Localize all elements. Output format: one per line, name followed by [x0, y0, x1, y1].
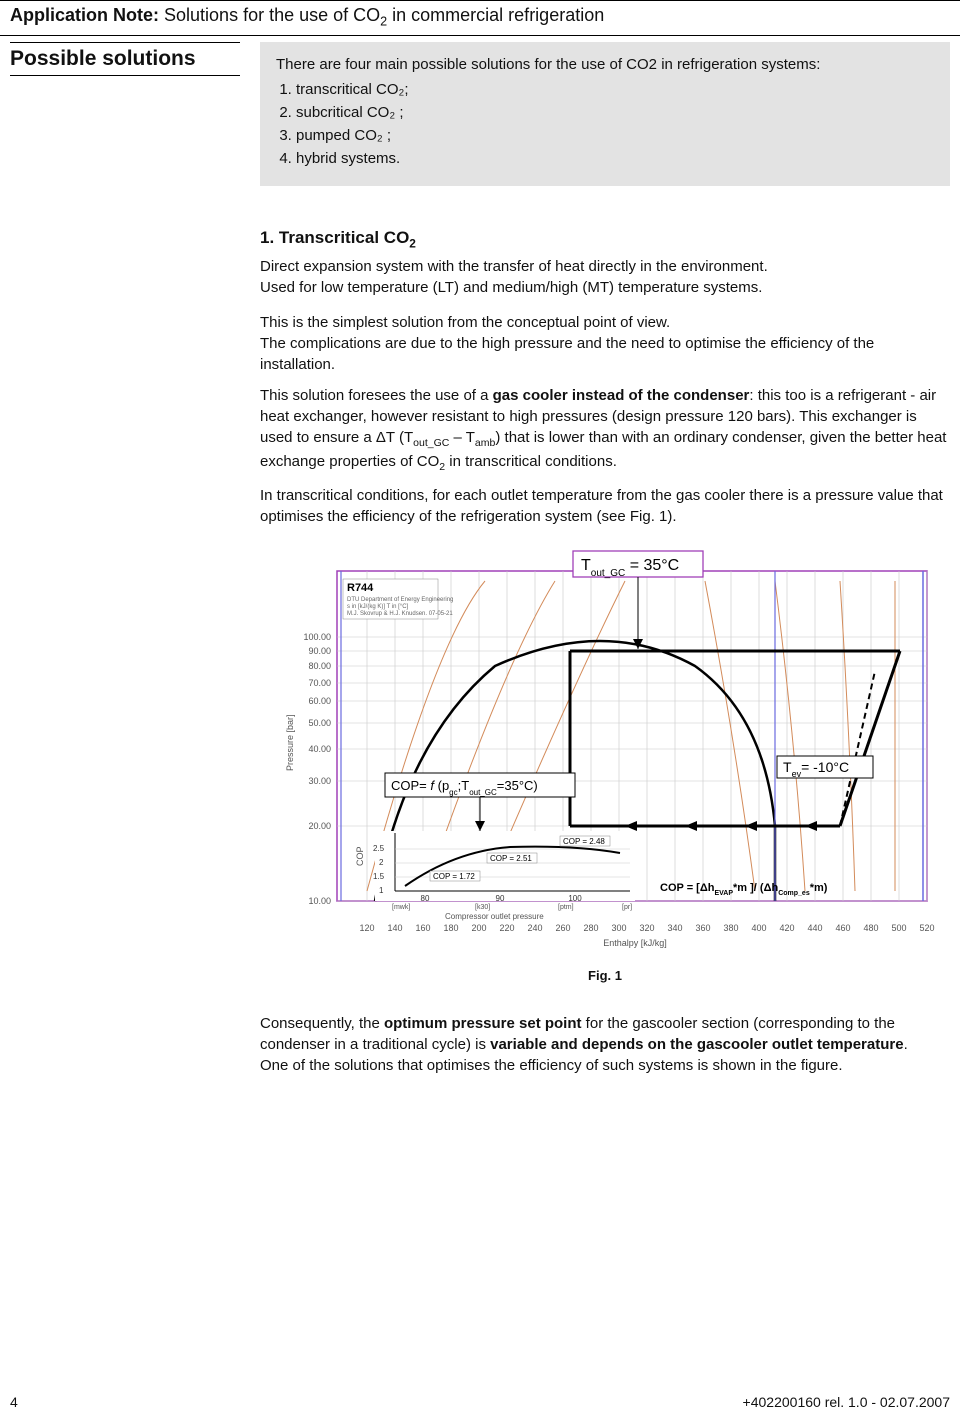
svg-text:M.J. Skovrup & H.J. Knudsen. 0: M.J. Skovrup & H.J. Knudsen. 07-05-21: [347, 611, 453, 617]
svg-text:30.00: 30.00: [308, 776, 331, 786]
para-5: Consequently, the optimum pressure set p…: [260, 1013, 950, 1076]
svg-text:COP: COP: [355, 846, 365, 866]
p5d: variable and depends on the gascooler ou…: [490, 1036, 903, 1053]
p3sub1: out_GC: [413, 437, 449, 449]
p3sub2: amb: [475, 437, 495, 449]
svg-text:50.00: 50.00: [308, 718, 331, 728]
p2b: The complications are due to the high pr…: [260, 335, 874, 373]
svg-text:500: 500: [891, 923, 906, 933]
svg-text:COP = 2.51: COP = 2.51: [490, 854, 532, 863]
header-title-pre: Solutions for the use of CO: [164, 5, 380, 25]
section-heading: 1. Transcritical CO2: [260, 226, 950, 252]
svg-text:1.5: 1.5: [373, 872, 385, 881]
p2a: This is the simplest solution from the c…: [260, 314, 670, 331]
svg-text:1: 1: [379, 886, 384, 895]
heading-pre: 1. Transcritical CO: [260, 228, 409, 247]
svg-text:40.00: 40.00: [308, 744, 331, 754]
svg-text:Enthalpy [kJ/kg]: Enthalpy [kJ/kg]: [603, 938, 667, 948]
svg-text:10.00: 10.00: [308, 896, 331, 906]
svg-text:220: 220: [499, 923, 514, 933]
svg-text:400: 400: [751, 923, 766, 933]
svg-text:COP = 2.48: COP = 2.48: [563, 837, 605, 846]
svg-text:90.00: 90.00: [308, 646, 331, 656]
p3f: in transcritical conditions.: [445, 453, 617, 470]
svg-text:340: 340: [667, 923, 682, 933]
svg-text:[k30]: [k30]: [475, 904, 490, 911]
sidebar-heading: Possible solutions: [10, 42, 240, 76]
header-title: Application Note: Solutions for the use …: [10, 5, 604, 25]
list-item: transcritical CO₂;: [296, 79, 934, 101]
ph-diagram-svg: Tout_GC = 35°C Tev= -10°C COP= f (pgc;To…: [275, 541, 935, 951]
section-1: 1. Transcritical CO2 Direct expansion sy…: [260, 226, 950, 1076]
svg-text:140: 140: [387, 923, 402, 933]
svg-text:s in [kJ/(kg K)] T in [°C]: s in [kJ/(kg K)] T in [°C]: [347, 604, 409, 610]
svg-text:520: 520: [919, 923, 934, 933]
svg-text:460: 460: [835, 923, 850, 933]
figure-1: Tout_GC = 35°C Tev= -10°C COP= f (pgc;To…: [260, 541, 950, 985]
p3a: This solution foresees the use of a: [260, 387, 493, 404]
svg-text:440: 440: [807, 923, 822, 933]
intro-lead: There are four main possible solutions f…: [276, 54, 934, 76]
list-item: pumped CO₂ ;: [296, 125, 934, 147]
svg-text:80: 80: [421, 894, 430, 903]
svg-text:280: 280: [583, 923, 598, 933]
svg-text:[pr]: [pr]: [622, 904, 632, 911]
svg-text:90: 90: [496, 894, 505, 903]
svg-text:100.00: 100.00: [303, 632, 331, 642]
svg-text:COP = 1.72: COP = 1.72: [433, 872, 475, 881]
content: There are four main possible solutions f…: [260, 42, 950, 1076]
svg-text:160: 160: [415, 923, 430, 933]
para-1: Direct expansion system with the transfe…: [260, 256, 950, 298]
svg-text:20.00: 20.00: [308, 821, 331, 831]
svg-text:260: 260: [555, 923, 570, 933]
doc-id: +402200160 rel. 1.0 - 02.07.2007: [743, 1394, 950, 1410]
svg-text:2.5: 2.5: [373, 844, 385, 853]
svg-text:240: 240: [527, 923, 542, 933]
main-columns: Possible solutions There are four main p…: [0, 42, 960, 1076]
svg-text:[mwk]: [mwk]: [392, 904, 410, 911]
svg-text:80.00: 80.00: [308, 661, 331, 671]
p5a: Consequently, the: [260, 1015, 384, 1032]
page-number: 4: [10, 1394, 18, 1410]
p5f: One of the solutions that optimises the …: [260, 1057, 843, 1074]
svg-text:480: 480: [863, 923, 878, 933]
footer: 4 +402200160 rel. 1.0 - 02.07.2007: [10, 1394, 950, 1410]
heading-sub: 2: [409, 237, 416, 251]
svg-text:360: 360: [695, 923, 710, 933]
p1a: Direct expansion system with the transfe…: [260, 258, 768, 275]
p5e: .: [904, 1036, 908, 1053]
para-3: This solution foresees the use of a gas …: [260, 385, 950, 474]
p3b: gas cooler instead of the condenser: [493, 387, 750, 404]
header-title-post: in commercial refrigeration: [387, 5, 604, 25]
list-item: hybrid systems.: [296, 148, 934, 170]
svg-text:180: 180: [443, 923, 458, 933]
para-4: In transcritical conditions, for each ou…: [260, 485, 950, 527]
svg-text:200: 200: [471, 923, 486, 933]
svg-text:2: 2: [379, 858, 384, 867]
svg-text:Compressor outlet pressure: Compressor outlet pressure: [445, 912, 544, 921]
para-2: This is the simplest solution from the c…: [260, 312, 950, 375]
svg-text:300: 300: [611, 923, 626, 933]
svg-text:R744: R744: [347, 582, 374, 594]
header-label: Application Note:: [10, 5, 159, 25]
svg-text:120: 120: [359, 923, 374, 933]
p1b: Used for low temperature (LT) and medium…: [260, 279, 762, 296]
svg-text:420: 420: [779, 923, 794, 933]
p5b: optimum pressure set point: [384, 1015, 582, 1032]
svg-text:100: 100: [568, 894, 582, 903]
svg-text:DTU Department of Energy Engin: DTU Department of Energy Engineering: [347, 597, 453, 603]
svg-text:320: 320: [639, 923, 654, 933]
intro-box: There are four main possible solutions f…: [260, 42, 950, 187]
svg-text:70.00: 70.00: [308, 678, 331, 688]
figure-caption: Fig. 1: [260, 967, 950, 985]
intro-list: transcritical CO₂; subcritical CO₂ ; pum…: [276, 79, 934, 169]
svg-text:60.00: 60.00: [308, 696, 331, 706]
list-item: subcritical CO₂ ;: [296, 102, 934, 124]
sidebar: Possible solutions: [10, 42, 260, 1076]
p3d: – T: [449, 429, 475, 446]
svg-text:[ptm]: [ptm]: [558, 904, 574, 911]
svg-text:380: 380: [723, 923, 738, 933]
header-bar: Application Note: Solutions for the use …: [0, 0, 960, 36]
svg-text:Pressure [bar]: Pressure [bar]: [285, 714, 295, 771]
